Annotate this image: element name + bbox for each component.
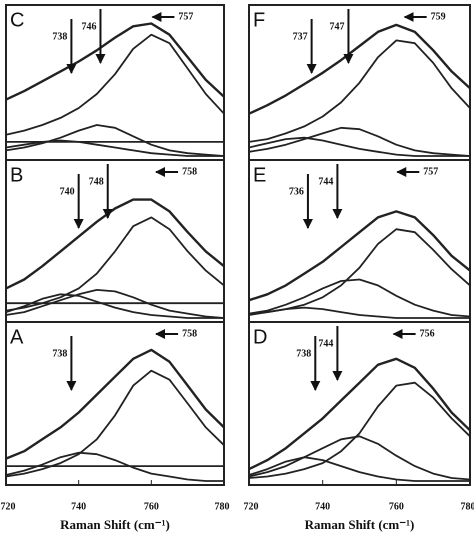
spectrum-line: [5, 451, 224, 482]
annotation-label: 738: [52, 348, 67, 359]
panel-frame: [5, 321, 225, 486]
spectrum-line: [248, 39, 471, 143]
x-tick-label: 780: [461, 501, 474, 512]
annotation-label: 738: [296, 348, 311, 359]
spectrum-line: [248, 23, 471, 115]
spectrum-line: [248, 278, 471, 318]
spectrum-line: [248, 381, 471, 479]
panel-letter: E: [253, 164, 266, 186]
annotation-label: 740: [60, 186, 75, 197]
spectrum-line: [248, 357, 471, 471]
annotation-label: 744: [318, 176, 333, 187]
x-tick-label: 760: [144, 501, 159, 512]
annotation-label: 736: [289, 186, 304, 197]
x-tick-label: 740: [71, 501, 86, 512]
x-tick-label: 720: [244, 501, 259, 512]
spectrum-line: [5, 293, 224, 319]
panel-letter: F: [253, 9, 265, 31]
spectrum-line: [248, 435, 471, 481]
spectrum-line: [5, 22, 225, 101]
panel-letter: D: [253, 326, 267, 348]
spectrum-line: [248, 210, 471, 302]
spectrum-line: [248, 456, 470, 482]
annotation-label: 746: [81, 21, 96, 32]
spectrum-line: [5, 288, 225, 319]
x-tick-label: 720: [1, 501, 16, 512]
annotation-label: 738: [52, 31, 67, 42]
annotation-label: 737: [293, 31, 308, 42]
annotation-label: 747: [329, 21, 344, 32]
annotation-label: 748: [89, 176, 104, 187]
annotation-label: 757: [423, 166, 438, 177]
panel-letter: C: [10, 9, 24, 31]
spectrum-line: [248, 136, 470, 157]
spectrum-line: [5, 348, 225, 460]
spectrum-line: [5, 369, 225, 478]
x-tick-label: 760: [389, 501, 404, 512]
x-tick-label: 780: [215, 501, 230, 512]
annotation-label: 744: [318, 338, 333, 349]
spectrum-line: [5, 124, 225, 157]
spectrum-line: [248, 126, 471, 157]
panel-frame: [5, 159, 225, 323]
annotation-label: 758: [182, 166, 197, 177]
spectrum-line: [5, 216, 225, 312]
spectrum-line: [248, 228, 471, 315]
spectrum-line: [5, 33, 225, 136]
annotation-label: 758: [182, 328, 197, 339]
spectrum-line: [248, 306, 470, 319]
panel-letter: A: [10, 326, 24, 348]
panel-frame: [248, 321, 471, 486]
annotation-label: 759: [431, 11, 446, 22]
annotation-label: 756: [420, 328, 435, 339]
x-axis-label: Raman Shift (cm⁻¹): [305, 517, 415, 532]
panel-letter: B: [10, 164, 23, 186]
annotation-label: 757: [178, 11, 193, 22]
spectrum-line: [5, 198, 225, 290]
x-tick-label: 740: [315, 501, 330, 512]
x-axis-label: Raman Shift (cm⁻¹): [60, 517, 170, 532]
